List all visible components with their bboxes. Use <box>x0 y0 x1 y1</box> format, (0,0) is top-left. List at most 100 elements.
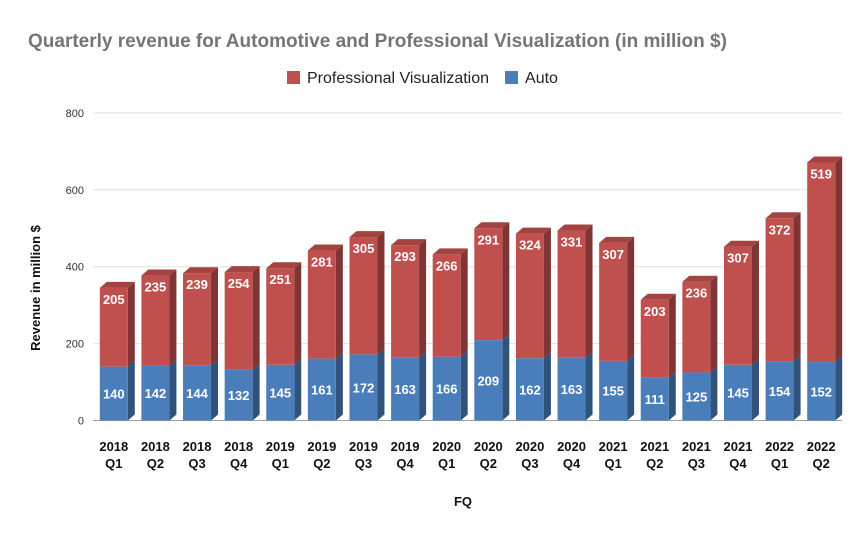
x-tick-label: 2020 <box>515 439 544 454</box>
bar-segment <box>765 361 794 421</box>
x-tick-label: 2020 <box>557 439 586 454</box>
data-label: 251 <box>269 272 291 287</box>
bar-side <box>668 371 676 421</box>
bar-top <box>183 267 219 274</box>
data-label: 144 <box>186 386 208 401</box>
x-tick-label: Q1 <box>604 456 621 471</box>
y-tick-label: 0 <box>78 416 84 428</box>
bar-top <box>723 240 759 247</box>
bar-segment <box>224 272 253 370</box>
data-label: 281 <box>311 255 333 270</box>
data-label: 162 <box>519 382 541 397</box>
bar-segment <box>765 218 794 362</box>
bar-side <box>835 356 843 421</box>
bar-side <box>627 354 635 421</box>
x-tick-label: Q3 <box>355 456 372 471</box>
data-label: 519 <box>810 167 832 182</box>
bar-segment <box>183 273 212 366</box>
bar-segment <box>682 281 711 373</box>
x-tick-label: Q4 <box>396 456 414 471</box>
bar-segment <box>141 275 170 366</box>
x-tick-label: 2021 <box>682 439 711 454</box>
bar-top <box>640 293 676 300</box>
bar-top <box>224 266 260 273</box>
bar-side <box>502 222 510 341</box>
x-tick-label: Q1 <box>272 456 289 471</box>
x-tick-label: Q3 <box>688 456 705 471</box>
data-label: 236 <box>686 286 708 301</box>
bar-top <box>599 236 635 243</box>
bar-top <box>349 231 385 238</box>
data-label: 154 <box>769 384 791 399</box>
x-tick-label: Q2 <box>480 456 497 471</box>
bar-segment <box>307 250 336 359</box>
legend: Professional Visualization Auto <box>287 70 558 87</box>
data-label: 161 <box>311 383 333 398</box>
x-tick-label: 2020 <box>474 439 503 454</box>
bar-side <box>585 351 593 421</box>
y-axis-title: Revenue in million $ <box>28 224 43 350</box>
bar-segment <box>723 364 752 421</box>
bar-segment <box>224 369 253 421</box>
data-label: 324 <box>519 238 541 253</box>
data-label: 305 <box>353 241 375 256</box>
bar-segment <box>807 362 836 421</box>
x-tick-label: 2022 <box>807 439 836 454</box>
bar-side <box>460 350 468 421</box>
bar-side <box>252 363 260 421</box>
x-tick-label: 2019 <box>266 439 295 454</box>
bar-segment <box>557 357 586 421</box>
bar-side <box>751 358 759 421</box>
x-tick-label: Q4 <box>729 456 747 471</box>
y-tick-label: 800 <box>66 108 84 120</box>
bar-segment <box>349 237 378 355</box>
x-tick-label: Q2 <box>646 456 663 471</box>
bar-segment <box>599 242 628 361</box>
bar-side <box>627 236 635 361</box>
x-tick-label: Q2 <box>147 456 164 471</box>
x-tick-label: 2021 <box>640 439 669 454</box>
bar-segment <box>391 245 420 358</box>
bar-segment <box>599 360 628 421</box>
x-tick-label: Q4 <box>563 456 581 471</box>
bar-segment <box>183 365 212 421</box>
bar-side <box>252 266 260 370</box>
bar-segment <box>99 287 128 367</box>
bar-top <box>682 275 718 282</box>
data-label: 331 <box>561 235 583 250</box>
data-label: 163 <box>394 382 416 397</box>
bar-top <box>432 248 468 255</box>
bar-segment <box>141 365 170 421</box>
bar-side <box>419 239 427 358</box>
x-tick-label: 2019 <box>307 439 336 454</box>
bar-top <box>765 212 801 219</box>
bar-side <box>211 267 219 366</box>
bar-segment <box>515 233 544 359</box>
data-label: 145 <box>727 386 749 401</box>
x-tick-label: Q3 <box>521 456 538 471</box>
bar-side <box>211 359 219 421</box>
bar-segment <box>807 162 836 363</box>
bar-top <box>515 227 551 234</box>
data-label: 254 <box>228 276 250 291</box>
x-tick-label: Q1 <box>105 456 122 471</box>
x-tick-label: 2018 <box>141 439 170 454</box>
bar-segment <box>474 228 503 341</box>
data-label: 125 <box>686 389 708 404</box>
bar-top <box>391 239 427 246</box>
data-label: 145 <box>269 386 291 401</box>
data-labels: 140 205 142 235 144 239 132 254 145 251 161 281 172 3… <box>103 167 832 408</box>
x-axis-ticks: 2018 Q1 2018 Q2 2018 Q3 2018 Q4 2019 Q1 2019 Q2 2019… <box>99 439 835 471</box>
bar-side <box>793 355 801 421</box>
data-label: 111 <box>645 392 665 407</box>
y-axis-ticks: 0 200 400 600 800 <box>66 108 84 428</box>
bar-side <box>502 334 510 421</box>
bar-side <box>294 262 302 365</box>
bar-side <box>169 269 177 366</box>
bar-segment <box>391 357 420 421</box>
data-label: 266 <box>436 258 458 273</box>
bar-top <box>99 281 135 288</box>
bar-segment <box>266 364 295 421</box>
bar-segment <box>474 340 503 421</box>
